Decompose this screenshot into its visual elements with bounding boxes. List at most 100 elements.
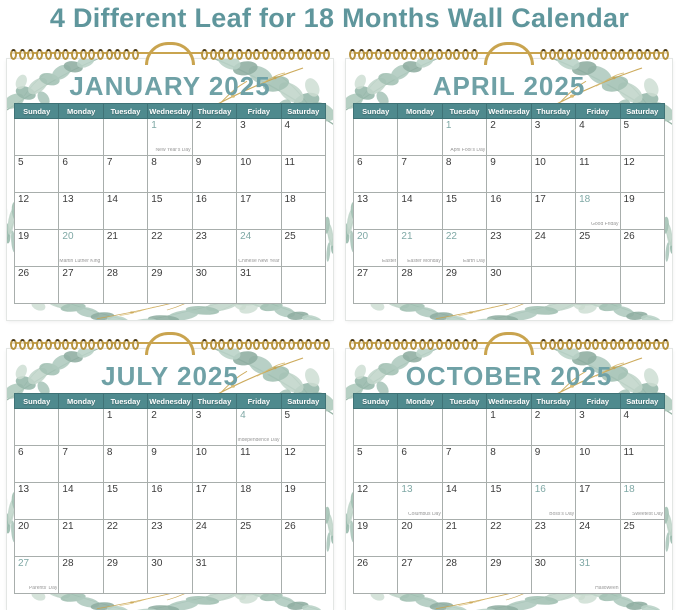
day-of-week-header: Saturday	[280, 393, 327, 409]
calendar-day-cell: 18 Sweetest Day	[619, 482, 666, 520]
holiday-label: Independence Day	[237, 438, 280, 443]
day-of-week-header: Thursday	[530, 103, 577, 119]
calendar-day-cell	[102, 118, 149, 156]
calendar-day-cell: 24	[191, 519, 238, 557]
calendar-day-cell: 13 Columbus Day	[397, 482, 443, 520]
calendar-day-cell	[619, 266, 666, 304]
binder-ring	[79, 49, 87, 60]
binder-ring	[574, 339, 582, 350]
binder-ring	[227, 49, 235, 60]
binder-ring	[401, 339, 409, 350]
binder-ring	[62, 49, 70, 60]
calendar-day-cell: 1 April Fool's Day	[441, 118, 488, 156]
binder-ring	[357, 49, 365, 60]
calendar-day-cell: 14	[58, 482, 104, 520]
calendar-day-cell: 14	[441, 482, 488, 520]
binder-ring	[644, 339, 652, 350]
binder-ring	[270, 49, 278, 60]
binder-ring	[131, 49, 139, 60]
calendar-day-cell: 1	[102, 408, 149, 446]
day-of-week-header: Saturday	[280, 103, 327, 119]
binder-ring	[444, 339, 452, 350]
binder-ring	[253, 49, 261, 60]
calendar-day-cell: 6	[352, 155, 399, 193]
calendar-day-cell: 3	[575, 408, 621, 446]
binder-ring	[70, 339, 78, 350]
binder-ring	[314, 49, 322, 60]
calendar-day-cell: 3	[236, 118, 282, 156]
calendar-week-row: 6 7 8 9 10 11 12	[352, 155, 666, 193]
day-of-week-header: Tuesday	[441, 393, 488, 409]
calendar-day-cell: 19	[619, 192, 666, 230]
binder-ring	[261, 49, 269, 60]
binder-ring	[97, 49, 105, 60]
day-of-week-header: Thursday	[530, 393, 577, 409]
binder-rings-right	[540, 331, 669, 350]
binder-ring	[244, 339, 252, 350]
binder-ring	[209, 49, 217, 60]
calendar-day-cell: 18	[280, 192, 327, 230]
calendar-day-cell: 24	[575, 519, 621, 557]
calendar-day-cell: 28	[397, 266, 443, 304]
calendar-day-cell: 22	[102, 519, 149, 557]
calendar-day-cell: 11	[619, 445, 666, 483]
calendar-day-cell: 7	[397, 155, 443, 193]
calendar-day-cell: 4	[575, 118, 621, 156]
calendar-day-cell: 26	[619, 229, 666, 267]
calendar-day-cell: 22	[486, 519, 532, 557]
binder-ring	[10, 339, 17, 350]
day-of-week-header: Friday	[236, 393, 282, 409]
month-table: Sunday Monday Tuesday Wednesday Thursday Frid…	[13, 393, 327, 594]
calendar-day-cell: 8	[102, 445, 149, 483]
calendar-day-cell: 10	[575, 445, 621, 483]
calendar-week-row: 26 27 28 29 30 31 Halloween	[352, 556, 666, 594]
calendar-day-cell	[352, 118, 399, 156]
calendar-day-cell	[575, 266, 621, 304]
page-title: 4 Different Leaf for 18 Months Wall Cale…	[49, 3, 630, 33]
calendar-day-cell: 11	[575, 155, 621, 193]
calendar-day-cell: 27 Parents' Day	[13, 556, 60, 594]
calendar-day-cell: 16	[486, 192, 532, 230]
calendar-october-2025: OCTOBER 2025 Sunday Monday Tuesday Wednesda…	[346, 331, 672, 610]
binder-ring	[53, 339, 61, 350]
binder-ring	[661, 49, 669, 60]
calendar-day-cell: 17	[530, 192, 577, 230]
calendar-day-cell: 16	[147, 482, 193, 520]
binder-ring	[453, 339, 461, 350]
binder-ring	[44, 49, 52, 60]
calendar-day-cell: 21 Easter Monday	[397, 229, 443, 267]
calendar-day-cell: 31	[236, 266, 282, 304]
day-of-week-header: Monday	[58, 393, 104, 409]
spiral-binding	[346, 331, 672, 357]
calendar-day-cell: 23	[147, 519, 193, 557]
calendar-day-cell: 13	[13, 482, 60, 520]
day-of-week-header: Wednesday	[486, 393, 532, 409]
calendar-day-cell: 21	[441, 519, 488, 557]
calendar-day-cell: 14	[102, 192, 149, 230]
binder-ring	[270, 339, 278, 350]
day-of-week-header: Wednesday	[147, 103, 193, 119]
holiday-label: Parents' Day	[28, 586, 58, 591]
binder-ring	[436, 49, 444, 60]
calendar-day-cell	[280, 266, 327, 304]
calendar-day-cell: 8	[441, 155, 488, 193]
binder-ring	[653, 49, 661, 60]
binder-ring	[392, 49, 400, 60]
calendar-week-row: 13 14 15 16 17 18 Good Friday 19	[352, 192, 666, 230]
calendar-day-cell: 16 Boss's Day	[530, 482, 577, 520]
calendar-day-cell: 12	[619, 155, 666, 193]
calendar-day-cell: 13	[58, 192, 104, 230]
calendar-day-cell: 19	[352, 519, 399, 557]
calendar-day-cell	[441, 408, 488, 446]
binder-ring	[79, 339, 87, 350]
calendar-day-cell: 7	[58, 445, 104, 483]
calendar-day-cell: 15	[147, 192, 193, 230]
binder-ring	[305, 339, 313, 350]
holiday-label: Sweetest Day	[632, 512, 663, 517]
calendar-day-cell: 25	[619, 519, 666, 557]
calendar-day-cell: 31 Halloween	[575, 556, 621, 594]
calendar-day-cell: 26	[352, 556, 399, 594]
binder-ring	[618, 49, 626, 60]
binder-ring	[392, 339, 400, 350]
holiday-label: Easter	[381, 259, 397, 264]
